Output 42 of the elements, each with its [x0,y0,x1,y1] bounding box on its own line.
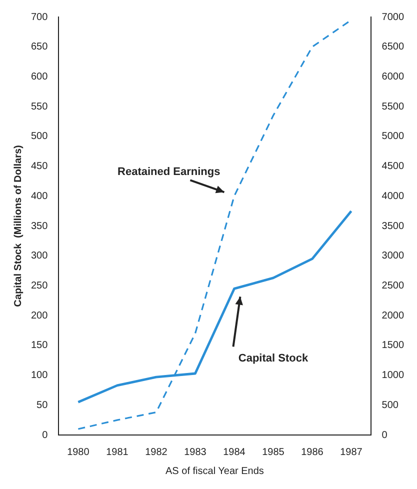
y-axis-title: Capital Stock (Millions of Dollars) [12,145,24,307]
y2-tick-label: 6000 [382,71,404,82]
y2-tick-label: 3500 [382,220,404,232]
y2-tick-label: 5500 [382,101,404,112]
y-tick-label: 300 [30,250,48,262]
y-tick-label: 500 [30,131,48,142]
y-tick-label: 650 [30,42,48,53]
y-tick-label: 200 [30,310,48,322]
y-tick-label: 600 [30,71,48,82]
x-axis-title: AS of fiscal Year Ends [166,466,264,477]
y2-tick-label: 4500 [382,161,404,172]
x-tick-label: 1986 [301,446,324,458]
y2-tick-label: 7000 [382,12,404,23]
x-tick-label: 1983 [184,446,207,458]
y2-tick-label: 1000 [382,370,404,382]
y-tick-label: 400 [30,190,48,202]
y2-tick-label: 2500 [382,280,404,292]
series-label: Reatained Earnings [118,166,220,178]
y-tick-label: 0 [42,430,48,441]
y2-tick-label: 500 [382,400,399,411]
y-tick-label: 350 [30,220,48,232]
y-tick-label: 700 [30,12,48,23]
x-tick-label: 1982 [145,446,168,458]
y2-tick-label: 6500 [382,42,404,53]
text: Capital Stock [238,352,309,365]
y-tick-label: 100 [30,370,48,382]
y-tick-label: 250 [30,280,48,292]
y2-tick-label: 0 [382,430,388,441]
x-tick-label: 1980 [67,446,90,458]
y-tick-label: 150 [30,340,48,352]
x-tick-label: 1984 [223,446,246,458]
x-tick-label: 1981 [106,446,129,458]
y2-tick-label: 4000 [382,190,404,202]
y2-tick-label: 3000 [382,250,404,262]
y2-tick-label: 5000 [382,131,404,142]
y-tick-label: 550 [30,101,48,112]
y2-tick-label: 1500 [382,340,404,352]
y2-tick-label: 2000 [382,310,404,322]
x-tick-label: 1987 [340,446,363,458]
y-tick-label: 50 [36,400,48,411]
x-tick-label: 1985 [262,446,285,458]
y-tick-label: 450 [30,161,48,172]
